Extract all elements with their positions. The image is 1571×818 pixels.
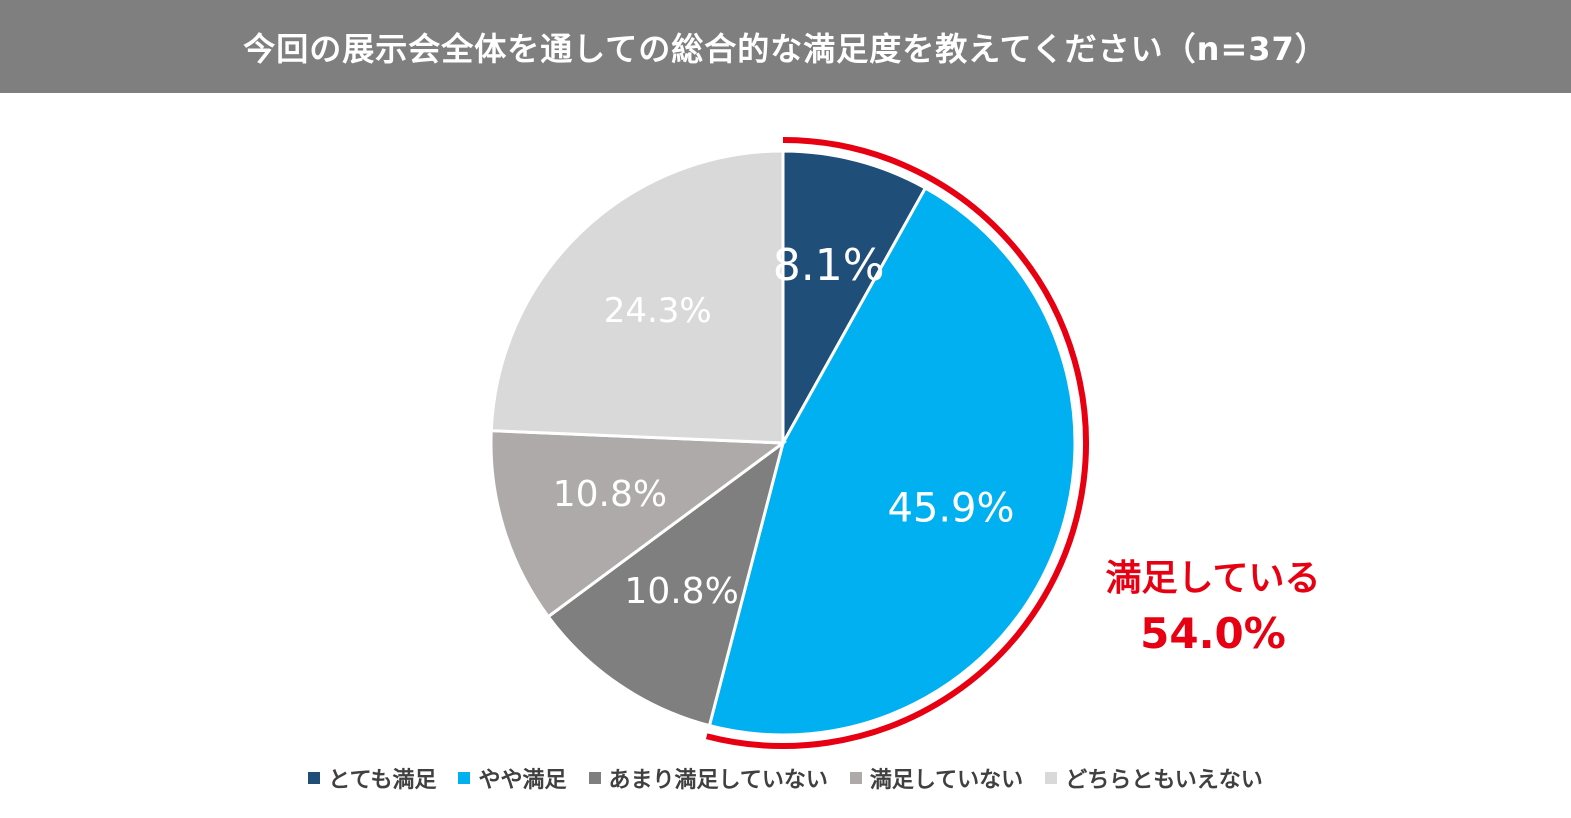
- satisfied-highlight-arc: [705, 137, 1089, 749]
- legend-label: やや満足: [478, 768, 567, 793]
- legend: とても満足 やや満足 あまり満足していない 満足していない どちらともいえない: [0, 762, 1571, 794]
- slice-label: 45.9%: [887, 486, 1014, 532]
- legend-swatch: [588, 772, 601, 784]
- legend-item: あまり満足していない: [588, 762, 828, 794]
- legend-label: あまり満足していない: [608, 768, 828, 793]
- legend-swatch: [308, 772, 321, 784]
- legend-item: どちらともいえない: [1045, 762, 1263, 794]
- legend-swatch: [849, 772, 862, 784]
- legend-swatch: [1045, 772, 1058, 784]
- pie-slice: [546, 439, 786, 728]
- legend-item: 満足していない: [849, 762, 1024, 794]
- pie-slice: [707, 186, 1077, 737]
- title-bar: 今回の展示会全体を通しての総合的な満足度を教えてください（n=37）: [0, 0, 1571, 93]
- slice-label: 10.8%: [624, 571, 738, 612]
- slice-label: 10.8%: [553, 474, 667, 515]
- legend-label: 満足していない: [869, 768, 1024, 793]
- annotation-label: 満足している: [1106, 558, 1321, 599]
- chart-title: 今回の展示会全体を通しての総合的な満足度を教えてください（n=37）: [243, 29, 1328, 68]
- legend-swatch: [458, 772, 471, 784]
- pie-slice: [489, 149, 785, 445]
- legend-item: やや満足: [458, 762, 567, 794]
- slice-label: 24.3%: [604, 291, 712, 331]
- legend-item: とても満足: [308, 762, 436, 794]
- pie-slice: [781, 149, 928, 449]
- legend-label: どちらともいえない: [1065, 768, 1263, 793]
- annotation-value: 54.0%: [1140, 609, 1286, 658]
- pie-slice: [489, 429, 788, 619]
- legend-label: とても満足: [328, 768, 437, 793]
- slice-label: 8.1%: [773, 240, 885, 291]
